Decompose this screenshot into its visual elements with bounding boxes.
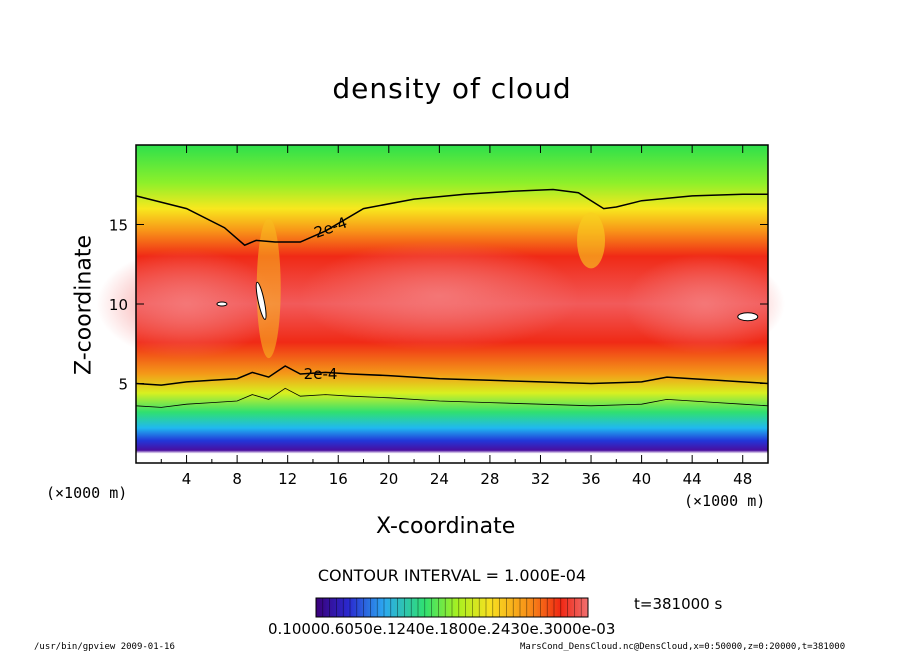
- hole-small: [216, 301, 228, 307]
- y-tick-label: 15: [109, 217, 128, 235]
- x-unit-label-left: (×1000 m): [46, 484, 128, 502]
- x-axis-label: X-coordinate: [376, 514, 516, 539]
- x-tick-label: 28: [480, 470, 499, 488]
- x-tick-label: 32: [531, 470, 550, 488]
- intrusion-right: [577, 212, 606, 269]
- x-tick-label: 48: [733, 470, 752, 488]
- y-tick-label: 10: [109, 296, 128, 314]
- hole-left: [255, 281, 267, 320]
- y-tick-label: 5: [118, 376, 128, 394]
- core-left: [96, 249, 277, 359]
- core-middle: [299, 241, 580, 352]
- contour-inner: [135, 387, 769, 408]
- x-tick-label: 20: [379, 470, 398, 488]
- x-tick-label: 36: [581, 470, 600, 488]
- contour-interval-label: CONTOUR INTERVAL = 1.000E-04: [317, 566, 587, 585]
- intrusion-left: [256, 218, 281, 359]
- footer-source: MarsCond_DensCloud.nc@DensCloud,x=0:5000…: [520, 642, 846, 652]
- contour-upper: [135, 188, 768, 247]
- colorbar-labels: 0.10000.6050e.1240e.1800e.2430e.3000e-03: [268, 620, 616, 638]
- time-label: t=381000 s: [634, 595, 723, 613]
- contour-label: 2e-4: [304, 365, 338, 383]
- hole-right: [737, 312, 759, 322]
- y-axis-label: Z-coordinate: [71, 235, 97, 375]
- x-tick-label: 16: [329, 470, 348, 488]
- x-tick-label: 8: [232, 470, 242, 488]
- x-tick-label: 40: [632, 470, 651, 488]
- chart-title: density of cloud: [332, 72, 572, 105]
- x-unit-label-right: (×1000 m): [684, 492, 766, 510]
- x-tick-label: 4: [182, 470, 192, 488]
- contour-lower: [135, 365, 769, 386]
- colorbar: [315, 597, 589, 618]
- x-tick-label: 44: [683, 470, 702, 488]
- footer-program: /usr/bin/gpview 2009-01-16: [34, 642, 175, 652]
- density-field: [96, 145, 785, 463]
- x-tick-label: 12: [278, 470, 297, 488]
- x-tick-label: 24: [430, 470, 449, 488]
- core-right: [624, 254, 785, 354]
